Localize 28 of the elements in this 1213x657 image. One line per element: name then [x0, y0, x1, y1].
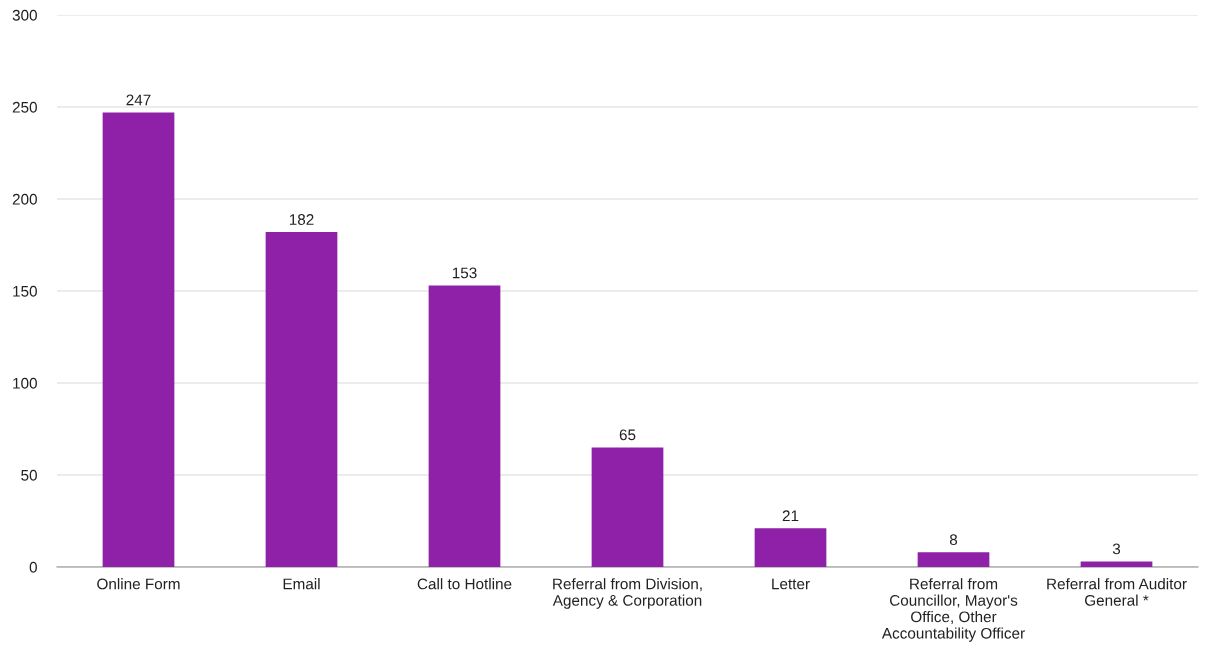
data-label: 182 [289, 214, 314, 225]
data-label: 3 [1112, 543, 1121, 555]
data-label: 21 [782, 510, 799, 522]
bar [917, 552, 990, 567]
bar [265, 232, 338, 567]
data-label: 247 [126, 94, 151, 106]
x-tick-label: Letter [772, 578, 810, 590]
y-tick-label: 200 [12, 193, 37, 205]
y-tick-label: 0 [29, 561, 37, 573]
data-label: 65 [619, 429, 636, 441]
y-tick-label: 150 [13, 285, 37, 297]
y-tick-label: 250 [12, 101, 37, 113]
data-label: 8 [949, 534, 958, 546]
x-tick-label: Online Form [97, 578, 180, 590]
y-tick-label: 50 [21, 469, 37, 481]
y-tick-label: 300 [12, 9, 37, 21]
bar [102, 112, 175, 567]
x-tick-label: Referral from Councillor, Mayor's Office, Other Accountability Officer [881, 578, 1025, 642]
x-tick-label: Referral from Division, Agency & Corporation [552, 578, 702, 609]
bar [754, 528, 827, 567]
x-tick-label: Email [283, 578, 320, 590]
bar [1080, 561, 1153, 567]
y-tick-label: 100 [13, 377, 37, 389]
data-label: 153 [452, 267, 477, 279]
bar [591, 447, 664, 567]
x-tick-label: Referral from Auditor General * [1047, 578, 1187, 606]
bar [428, 285, 501, 567]
x-tick-label: Call to Hotline [417, 578, 512, 590]
